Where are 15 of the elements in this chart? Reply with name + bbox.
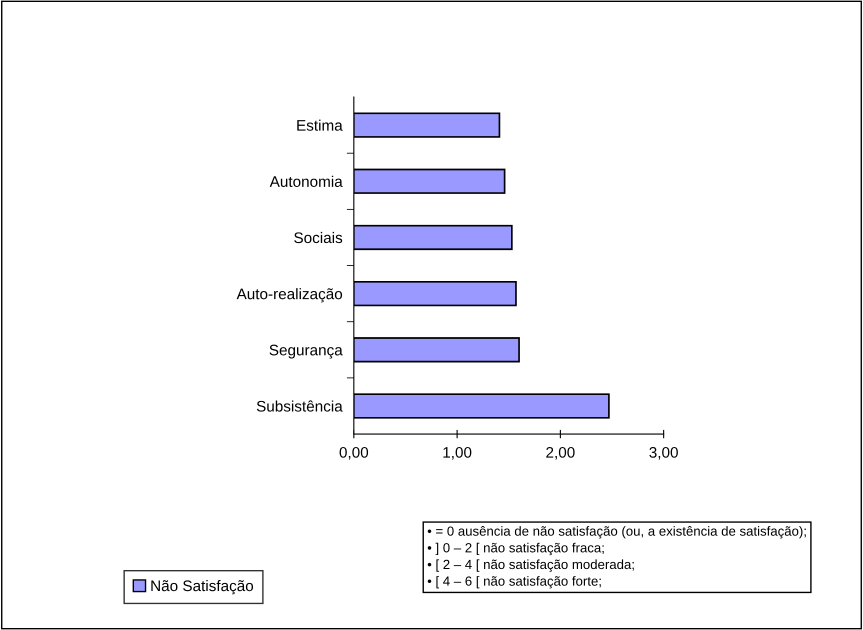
x-tick-label: 2,00 (546, 446, 575, 460)
y-tick-label: Sociais (294, 232, 342, 244)
y-tick-label: Autonomia (270, 176, 343, 187)
x-tick-label: 1,00 (443, 446, 472, 460)
text: • ] 0 – 2 [ não satisfação fraca; (428, 542, 604, 556)
text: • = 0 ausência de não satisfação (ou, a existência de satisfação); (428, 526, 806, 538)
text: • [ 2 – 4 [ não satisfação moderada; (428, 559, 634, 572)
y-tick-label: Estima (297, 120, 343, 131)
x-tick-label: 3,00 (649, 446, 678, 460)
y-tick-label: Subsistência (256, 400, 343, 412)
text: • [ 4 – 6 [ não satisfação forte; (428, 576, 601, 588)
x-tick-label: 0,00 (340, 446, 368, 460)
legend-label: Não Satisfação (151, 580, 254, 594)
y-tick-label: Auto-realização (236, 288, 342, 302)
y-tick-label: Segurança (270, 344, 343, 359)
